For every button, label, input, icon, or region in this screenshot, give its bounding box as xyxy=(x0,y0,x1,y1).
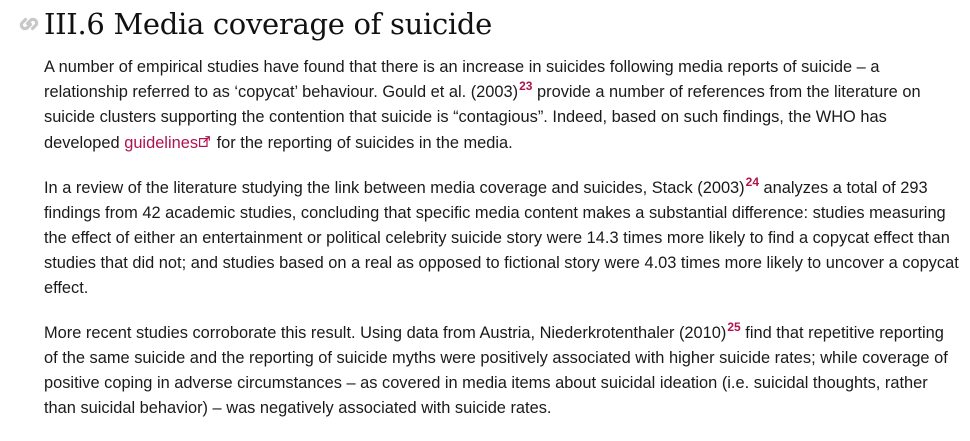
paragraph-recent-studies: More recent studies corroborate this res… xyxy=(44,320,948,417)
footnote-ref-24[interactable]: 24 xyxy=(745,175,759,189)
footnote-ref-25[interactable]: 25 xyxy=(727,320,741,334)
guidelines-link[interactable]: guidelines xyxy=(124,134,212,152)
heading-row: III.6 Media coverage of suicide xyxy=(16,4,492,44)
section-heading: III.6 Media coverage of suicide xyxy=(44,7,492,41)
paragraph-copycat-intro: A number of empirical studies have found… xyxy=(44,55,959,156)
link-icon[interactable] xyxy=(16,9,42,39)
external-link-icon xyxy=(199,130,210,155)
section-body: A number of empirical studies have found… xyxy=(44,55,959,441)
footnote-ref-23[interactable]: 23 xyxy=(519,79,533,93)
paragraph-stack-review: In a review of the literature studying t… xyxy=(44,175,959,297)
